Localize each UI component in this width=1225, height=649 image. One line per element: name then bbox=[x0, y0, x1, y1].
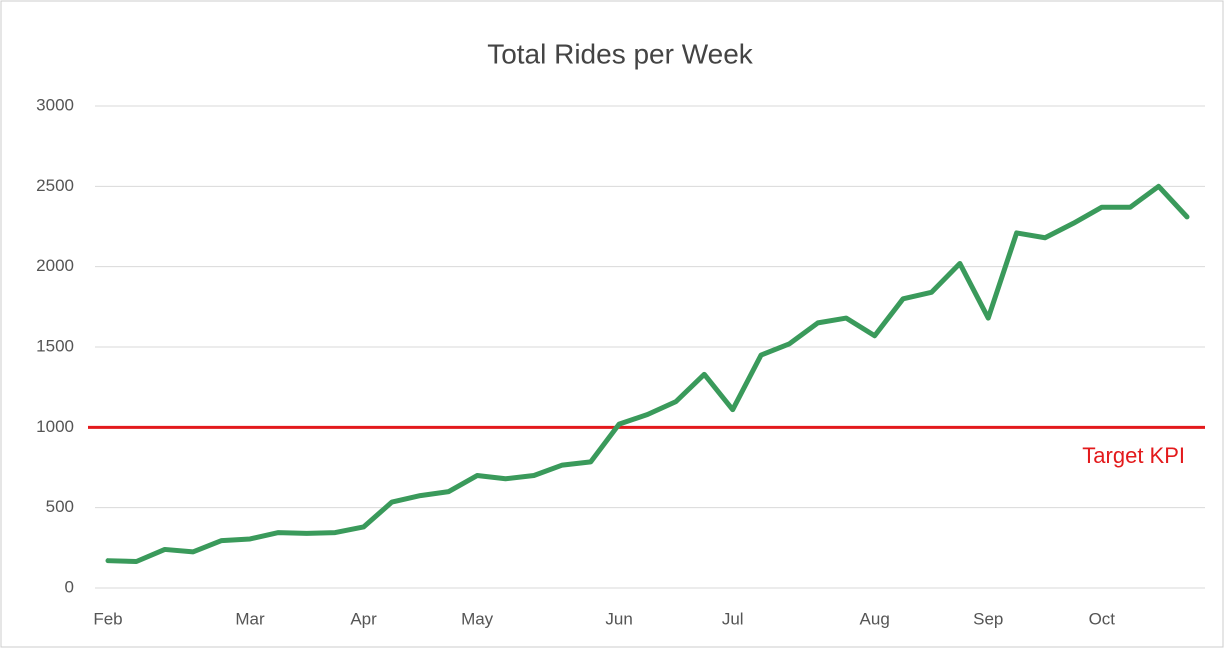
chart-title: Total Rides per Week bbox=[487, 38, 754, 69]
y-tick-label: 2500 bbox=[36, 176, 74, 195]
data-line bbox=[105, 183, 1190, 564]
y-tick-label: 1500 bbox=[36, 336, 74, 355]
target-label: Target KPI bbox=[1082, 443, 1185, 468]
y-tick-label: 0 bbox=[65, 577, 74, 596]
y-tick-label: 3000 bbox=[36, 95, 74, 114]
x-tick-label: Jun bbox=[605, 609, 632, 628]
y-tick-label: 500 bbox=[46, 497, 74, 516]
x-tick-label: Sep bbox=[973, 609, 1003, 628]
x-tick-label: Jul bbox=[722, 609, 744, 628]
x-tick-label: Oct bbox=[1089, 609, 1116, 628]
x-tick-label: Aug bbox=[860, 609, 890, 628]
x-tick-label: Apr bbox=[350, 609, 377, 628]
y-tick-label: 2000 bbox=[36, 256, 74, 275]
x-tick-label: May bbox=[461, 609, 494, 628]
y-tick-label: 1000 bbox=[36, 417, 74, 436]
x-tick-label: Feb bbox=[93, 609, 122, 628]
x-tick-label: Mar bbox=[235, 609, 265, 628]
